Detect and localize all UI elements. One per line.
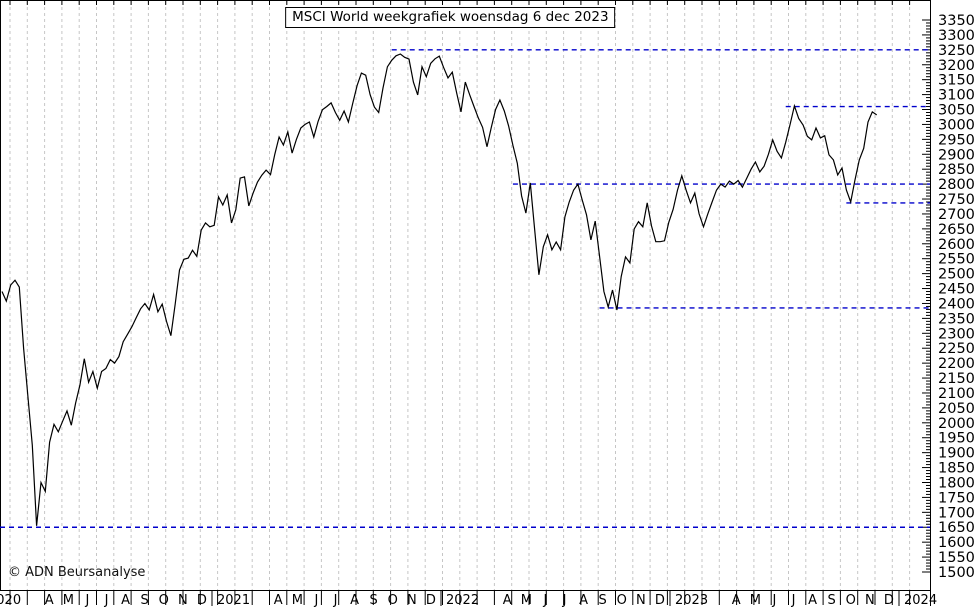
x-axis-year-label: 2023 (675, 593, 708, 608)
x-axis-month-label: A (808, 593, 817, 608)
x-axis-year-label: 2022 (446, 593, 479, 608)
y-axis-label: 2350 (938, 311, 975, 327)
x-axis-month-label: M (63, 593, 74, 608)
y-axis-label: 3150 (938, 73, 975, 89)
y-axis-label: 2550 (938, 252, 975, 268)
y-axis-label: 2300 (938, 326, 975, 342)
y-axis-label: 2000 (938, 416, 975, 432)
y-axis-label: 1750 (938, 490, 975, 506)
x-axis-year-label: 2020 (0, 593, 21, 608)
x-axis-month-label: J (771, 593, 776, 608)
x-axis-month-label: A (45, 593, 54, 608)
y-axis-label: 3300 (938, 28, 975, 44)
y-axis-label: 3100 (938, 88, 975, 104)
y-axis-label: 3200 (938, 58, 975, 74)
x-axis-month-label: O (617, 593, 627, 608)
x-axis-month-label: O (388, 593, 398, 608)
y-axis-label: 2700 (938, 207, 975, 223)
y-axis-label: 2800 (938, 177, 975, 193)
x-axis-month-label: A (732, 593, 741, 608)
y-axis-label: 2650 (938, 222, 975, 238)
x-axis-month-label: N (865, 593, 875, 608)
x-axis-month-label: S (141, 593, 149, 608)
y-axis-label: 2850 (938, 162, 975, 178)
y-axis-label: 1600 (938, 535, 975, 551)
x-axis-month-label: D (655, 593, 665, 608)
y-axis-label: 2200 (938, 356, 975, 372)
x-axis-month-label: M (521, 593, 532, 608)
y-axis-label: 2150 (938, 371, 975, 387)
price-series-line (1, 53, 878, 526)
y-axis-label: 2400 (938, 296, 975, 312)
x-axis-month-label: M (750, 593, 761, 608)
x-axis-month-label: D (426, 593, 436, 608)
x-axis-month-label: J (791, 593, 796, 608)
x-axis-month-label: J (542, 593, 547, 608)
y-axis-label: 2900 (938, 147, 975, 163)
x-axis-month-label: D (197, 593, 207, 608)
x-axis-month-label: A (350, 593, 359, 608)
x-axis-month-label: M (292, 593, 303, 608)
y-axis-label: 2750 (938, 192, 975, 208)
chart-title: MSCI World weekgrafiek woensdag 6 dec 20… (292, 9, 609, 25)
x-axis-month-label: N (178, 593, 188, 608)
x-axis-month-label: J (313, 593, 318, 608)
y-axis-label: 2500 (938, 267, 975, 283)
y-axis-label: 1800 (938, 475, 975, 491)
copyright-label: © ADN Beursanalyse (8, 565, 146, 580)
x-axis-month-label: D (884, 593, 894, 608)
y-axis-label: 1500 (938, 565, 975, 581)
x-axis-month-label: J (84, 593, 89, 608)
y-axis-label: 1900 (938, 446, 975, 462)
x-axis-year-label: 2024 (904, 593, 937, 608)
y-axis-label: 1650 (938, 520, 975, 536)
y-axis-label: 1850 (938, 461, 975, 477)
y-axis-label: 1550 (938, 550, 975, 566)
y-axis-label: 2100 (938, 386, 975, 402)
y-axis-label: 2250 (938, 341, 975, 357)
y-axis-label: 3050 (938, 103, 975, 119)
x-axis-month-label: N (407, 593, 417, 608)
y-axis-label: 2600 (938, 237, 975, 253)
x-axis-month-label: A (121, 593, 130, 608)
y-axis-label: 3250 (938, 43, 975, 59)
x-axis-month-label: J (562, 593, 567, 608)
x-axis-month-label: J (333, 593, 338, 608)
chart-title-box: MSCI World weekgrafiek woensdag 6 dec 20… (285, 7, 616, 28)
y-axis-label: 2950 (938, 132, 975, 148)
y-axis-label: 2050 (938, 401, 975, 417)
x-axis-month-label: A (503, 593, 512, 608)
y-axis-label: 1950 (938, 431, 975, 447)
y-axis-label: 1700 (938, 505, 975, 521)
y-axis-label: 2450 (938, 282, 975, 298)
x-axis-month-label: O (846, 593, 856, 608)
x-axis-year-label: 2021 (217, 593, 250, 608)
x-axis-month-label: N (636, 593, 646, 608)
x-axis-month-label: A (274, 593, 283, 608)
x-axis-month-label: O (159, 593, 169, 608)
y-axis-label: 3000 (938, 117, 975, 133)
x-axis-month-label: S (370, 593, 378, 608)
x-axis-month-label: S (828, 593, 836, 608)
x-axis-month-label: J (104, 593, 109, 608)
y-axis-label: 3350 (938, 13, 975, 29)
x-axis-month-label: A (579, 593, 588, 608)
x-axis-month-label: S (599, 593, 607, 608)
